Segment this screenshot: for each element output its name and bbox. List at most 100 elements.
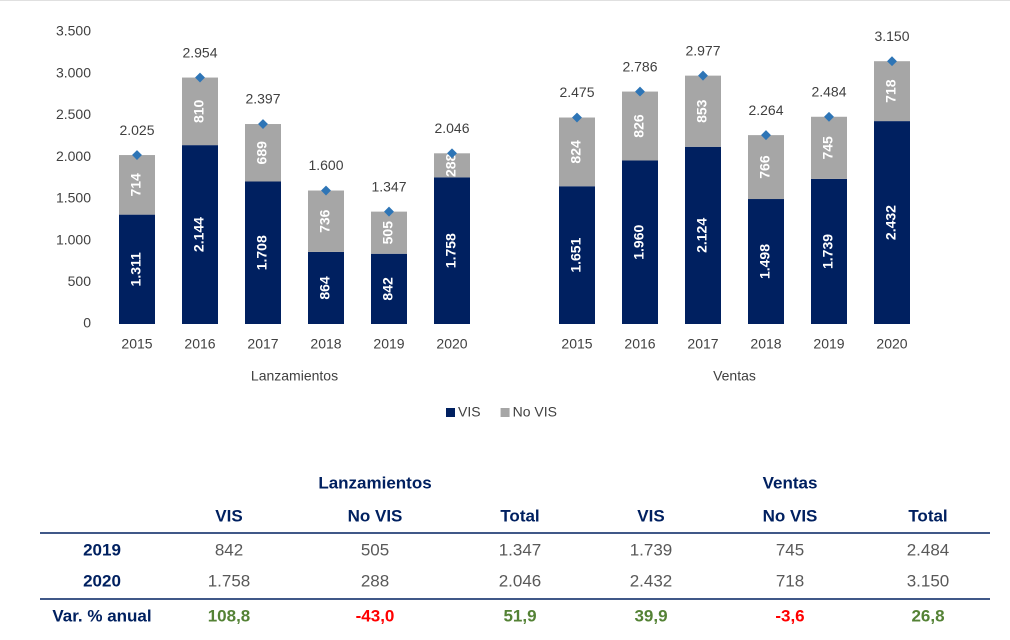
- y-tick-label: 1.500: [56, 190, 91, 206]
- y-tick-label: 2.000: [56, 148, 91, 164]
- bar-value-label: 2.432: [883, 205, 899, 240]
- x-tick-label: 2018: [750, 336, 781, 352]
- bar-value-label: 1.498: [757, 244, 773, 279]
- y-tick-label: 2.500: [56, 106, 91, 122]
- table-column-header: VIS: [637, 506, 664, 525]
- bar-value-label: 842: [380, 277, 396, 301]
- bar-value-label: 1.651: [568, 237, 584, 272]
- bar-value-label: 689: [254, 141, 270, 165]
- table-cell: 51,9: [503, 606, 536, 625]
- bar-segment: [685, 146, 721, 324]
- legend-swatch: [500, 408, 510, 417]
- table-row-header: 2020: [83, 571, 121, 590]
- table-cell: 1.758: [208, 571, 251, 590]
- bar-segment: [811, 178, 847, 324]
- bar-segment: [559, 117, 595, 187]
- bar-segment: [811, 116, 847, 179]
- bar-value-label: 1.758: [443, 233, 459, 268]
- total-marker: [384, 206, 394, 217]
- y-tick-label: 3.500: [56, 23, 91, 39]
- x-tick-label: 2016: [624, 336, 655, 352]
- bar-value-label: 766: [757, 155, 773, 179]
- total-marker: [887, 56, 897, 67]
- bar-segment: [182, 145, 218, 324]
- x-tick-label: 2020: [436, 336, 467, 352]
- table-cell: 1.739: [630, 540, 673, 559]
- table-cell: 745: [776, 540, 804, 559]
- bar-value-label: 864: [317, 276, 333, 300]
- bar-value-label: 718: [883, 79, 899, 103]
- total-label: 2.954: [182, 44, 217, 60]
- bar-value-label: 745: [820, 136, 836, 160]
- total-label: 1.600: [308, 157, 343, 173]
- bar-segment: [874, 121, 910, 324]
- total-marker: [195, 72, 205, 83]
- y-tick-label: 500: [68, 273, 92, 289]
- total-label: 2.025: [119, 122, 154, 138]
- total-marker: [321, 185, 331, 196]
- x-tick-label: 2017: [687, 336, 718, 352]
- bar-segment: [182, 77, 218, 146]
- table-cell: 39,9: [634, 606, 667, 625]
- table-cell: 842: [215, 540, 243, 559]
- bar-value-label: 853: [694, 99, 710, 123]
- group-label: Ventas: [713, 368, 756, 384]
- total-label: 1.347: [371, 178, 406, 194]
- bar-segment: [685, 75, 721, 147]
- total-marker: [761, 130, 771, 141]
- total-label: 2.484: [811, 83, 846, 99]
- total-marker: [698, 70, 708, 81]
- bar-segment: [308, 251, 344, 324]
- total-marker: [447, 148, 457, 159]
- total-label: 2.786: [622, 58, 657, 74]
- legend-label: No VIS: [513, 404, 557, 420]
- table-cell: 1.347: [499, 540, 542, 559]
- total-label: 2.977: [685, 42, 720, 58]
- bar-segment: [559, 186, 595, 324]
- table-column-header: No VIS: [763, 506, 818, 525]
- total-label: 2.475: [559, 84, 594, 100]
- total-marker: [824, 111, 834, 122]
- total-marker: [635, 86, 645, 97]
- total-marker: [572, 112, 582, 123]
- total-label: 2.264: [748, 102, 783, 118]
- total-label: 2.046: [434, 120, 469, 136]
- y-tick-label: 0: [83, 315, 91, 331]
- total-label: 2.397: [245, 91, 280, 107]
- bar-segment: [748, 199, 784, 324]
- y-tick-label: 3.000: [56, 64, 91, 80]
- table-cell: 505: [361, 540, 389, 559]
- table-cell: 108,8: [208, 606, 251, 625]
- x-tick-label: 2019: [373, 336, 404, 352]
- bar-value-label: 505: [380, 221, 396, 245]
- bar-value-label: 1.708: [254, 235, 270, 270]
- x-tick-label: 2019: [813, 336, 844, 352]
- x-tick-label: 2015: [121, 336, 152, 352]
- legend-label: VIS: [458, 404, 481, 420]
- group-label: Lanzamientos: [251, 368, 338, 384]
- bar-segment: [119, 214, 155, 324]
- table-column-header: No VIS: [348, 506, 403, 525]
- table-cell: 26,8: [911, 606, 944, 625]
- table-cell: 2.432: [630, 571, 673, 590]
- bar-value-label: 2.124: [694, 218, 710, 253]
- bar-value-label: 810: [191, 99, 207, 123]
- bar-segment: [622, 160, 658, 324]
- bar-segment: [748, 135, 784, 200]
- bar-value-label: 1.960: [631, 225, 647, 260]
- bar-value-label: 714: [128, 173, 144, 197]
- table-column-header: Total: [500, 506, 539, 525]
- y-tick-label: 1.000: [56, 231, 91, 247]
- bar-value-label: 2.144: [191, 217, 207, 252]
- bar-segment: [119, 155, 155, 215]
- bar-value-label: 736: [317, 209, 333, 233]
- x-tick-label: 2015: [561, 336, 592, 352]
- table-cell: 718: [776, 571, 804, 590]
- bar-value-label: 824: [568, 140, 584, 164]
- bar-segment: [245, 181, 281, 324]
- x-tick-label: 2018: [310, 336, 341, 352]
- table-row-header: Var. % anual: [52, 606, 151, 625]
- bar-value-label: 288: [443, 153, 459, 177]
- total-marker: [132, 150, 142, 161]
